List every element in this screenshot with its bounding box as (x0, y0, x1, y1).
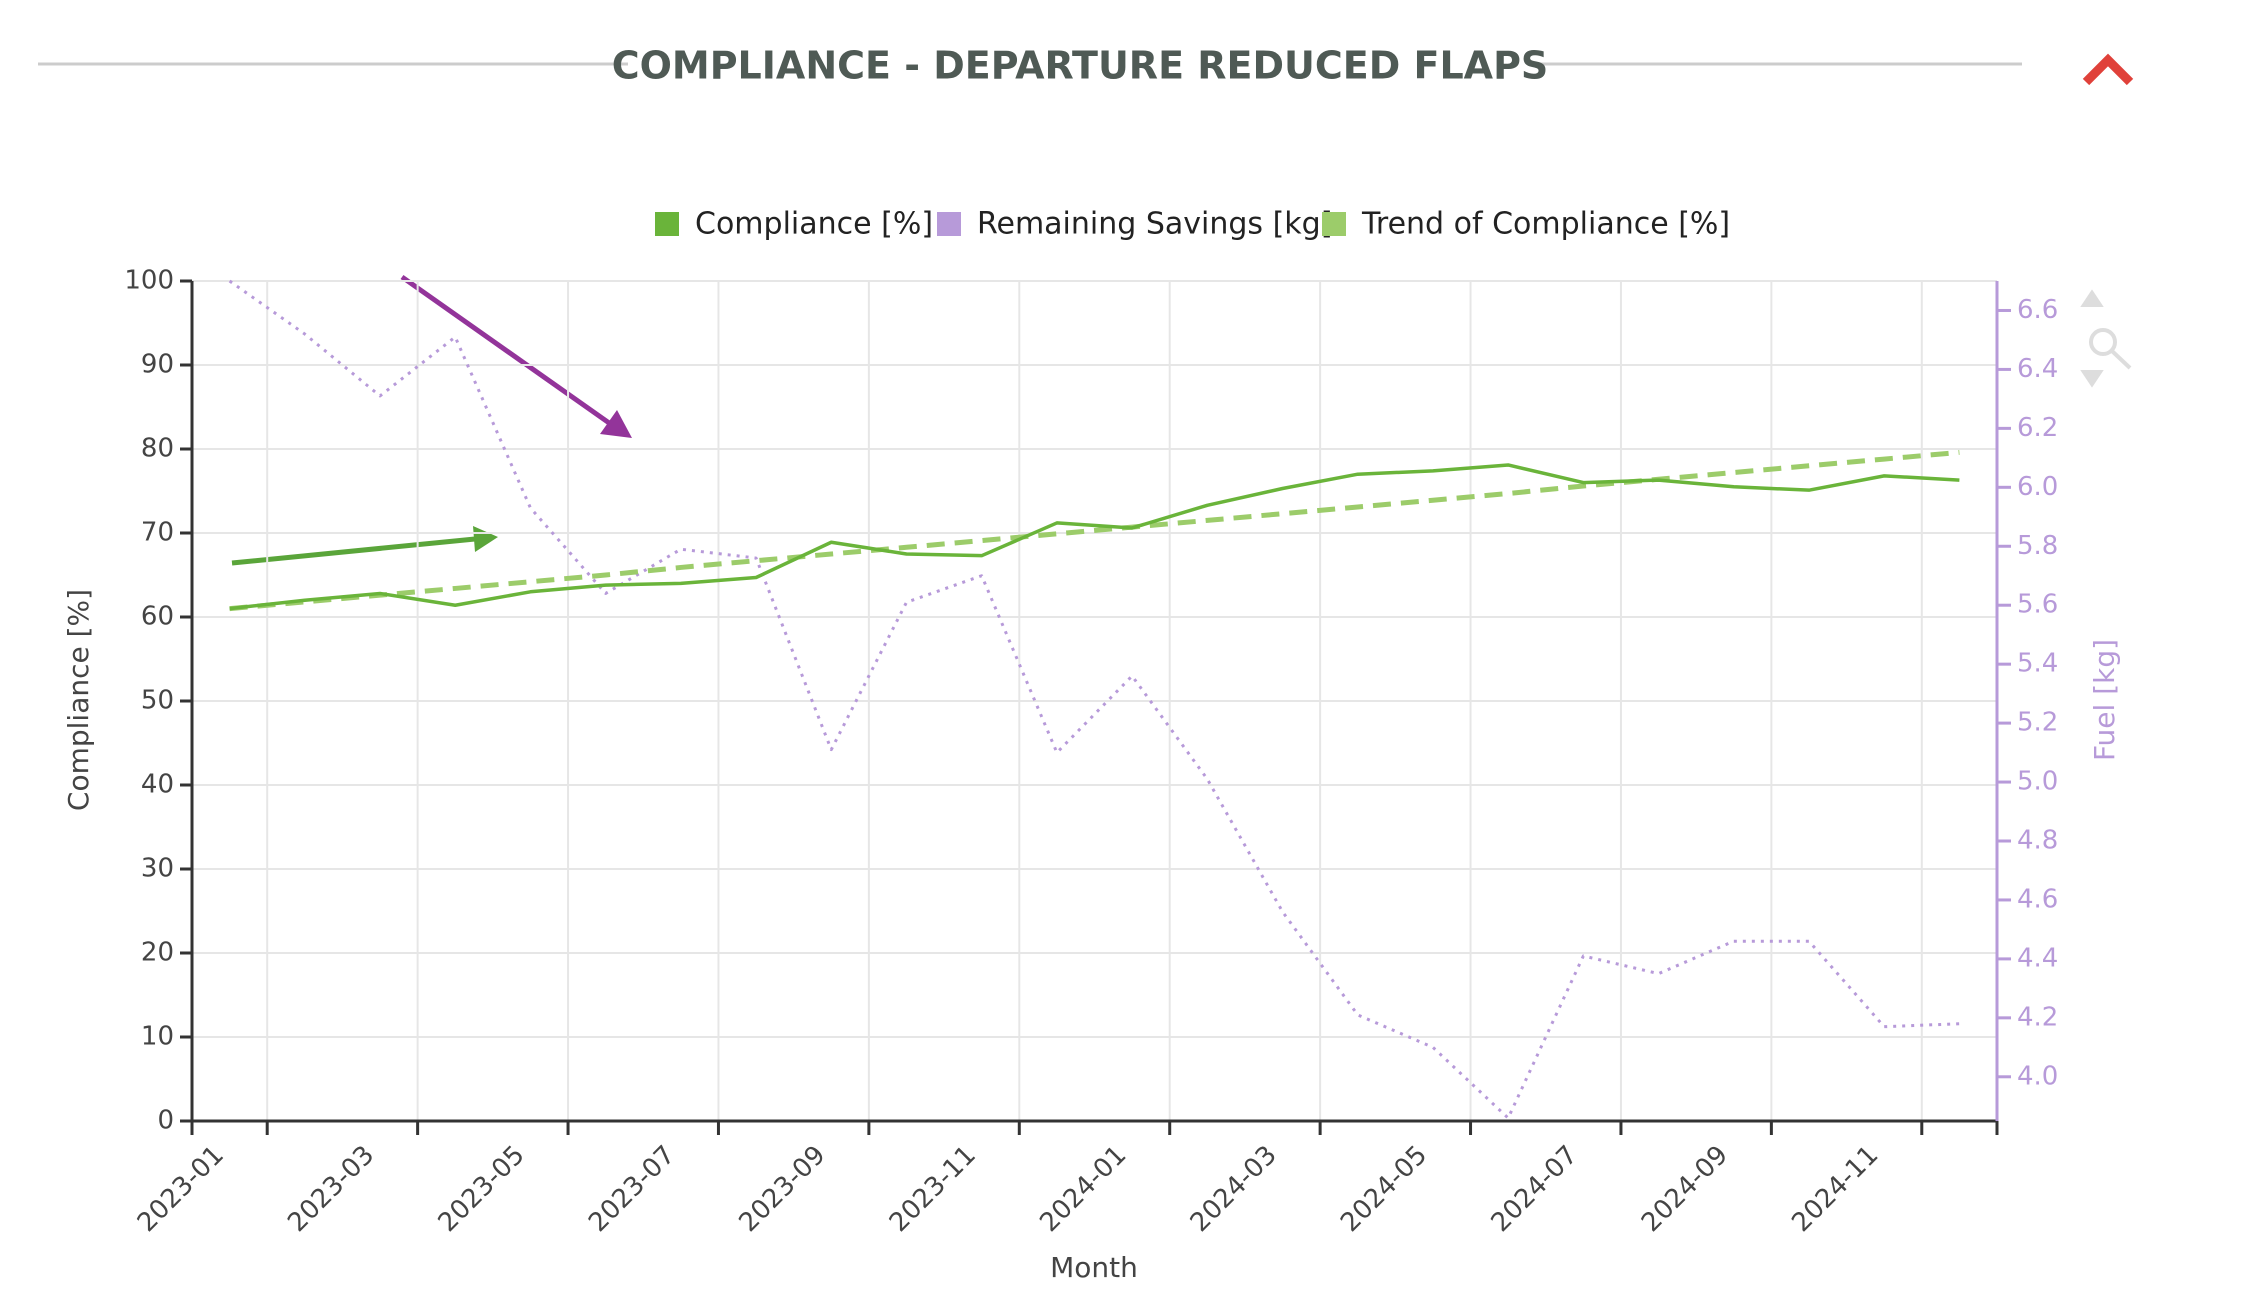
legend-label: Trend of Compliance [%] (1361, 207, 1730, 242)
x-tick-label: 2023-11 (884, 1140, 982, 1238)
y-tick-label: 20 (141, 938, 174, 968)
legend-swatch (937, 212, 961, 236)
y2-tick-label: 6.2 (2017, 413, 2058, 443)
x-tick-label: 2024-09 (1636, 1140, 1734, 1238)
y-tick-label: 0 (157, 1106, 174, 1136)
series-line (228, 279, 1960, 1120)
annotation-arrow (231, 274, 632, 566)
y2-tick-label: 5.0 (2017, 767, 2058, 797)
y-tick-label: 90 (141, 350, 174, 380)
x-tick-label: 2024-05 (1335, 1140, 1433, 1238)
y2-tick-label: 5.2 (2017, 708, 2058, 738)
y-tick-label: 30 (141, 854, 174, 884)
x-tick-label: 2023-05 (433, 1140, 531, 1238)
y2-tick-label: 5.8 (2017, 531, 2058, 561)
collapse-button[interactable] (2082, 53, 2134, 86)
x-tick-label: 2023-01 (132, 1140, 230, 1238)
y2-axis-title: Fuel [kg] (2088, 639, 2121, 761)
x-tick-label: 2024-01 (1034, 1140, 1132, 1238)
x-tick-label: 2023-03 (282, 1140, 380, 1238)
y2-tick-label: 4.0 (2017, 1061, 2058, 1091)
y2-tick-label: 4.2 (2017, 1002, 2058, 1032)
legend-swatch (1322, 212, 1346, 236)
y2-tick-label: 4.8 (2017, 826, 2058, 856)
y2-tick-label: 5.6 (2017, 590, 2058, 620)
y-tick-label: 100 (124, 266, 174, 296)
series-line (229, 449, 1960, 612)
legend-swatch (655, 212, 679, 236)
x-axis-title: Month (1050, 1251, 1138, 1284)
y2-tick-label: 4.6 (2017, 884, 2058, 914)
legend-label: Compliance [%] (695, 207, 933, 242)
x-tick-label: 2023-09 (733, 1140, 831, 1238)
y-tick-label: 40 (141, 770, 174, 800)
chart-title: COMPLIANCE - DEPARTURE REDUCED FLAPS (612, 44, 1549, 88)
y-tick-label: 50 (141, 686, 174, 716)
x-tick-label: 2024-11 (1786, 1140, 1884, 1238)
y-tick-label: 70 (141, 518, 174, 548)
x-tick-label: 2024-03 (1185, 1140, 1283, 1238)
legend-label: Remaining Savings [kg] (977, 207, 1332, 242)
y-axis-title: Compliance [%] (62, 589, 95, 811)
y2-tick-label: 5.4 (2017, 649, 2058, 679)
y-tick-label: 60 (141, 602, 174, 632)
series-line (229, 463, 1960, 611)
y2-tick-label: 6.6 (2017, 295, 2058, 325)
x-tick-label: 2024-07 (1486, 1140, 1584, 1238)
y-tick-label: 80 (141, 434, 174, 464)
y2-tick-label: 6.4 (2017, 354, 2058, 384)
zoom-icon[interactable] (2080, 289, 2132, 388)
y2-tick-label: 6.0 (2017, 472, 2058, 502)
y-tick-label: 10 (141, 1022, 174, 1052)
y2-tick-label: 4.4 (2017, 943, 2058, 973)
x-tick-label: 2023-07 (583, 1140, 681, 1238)
